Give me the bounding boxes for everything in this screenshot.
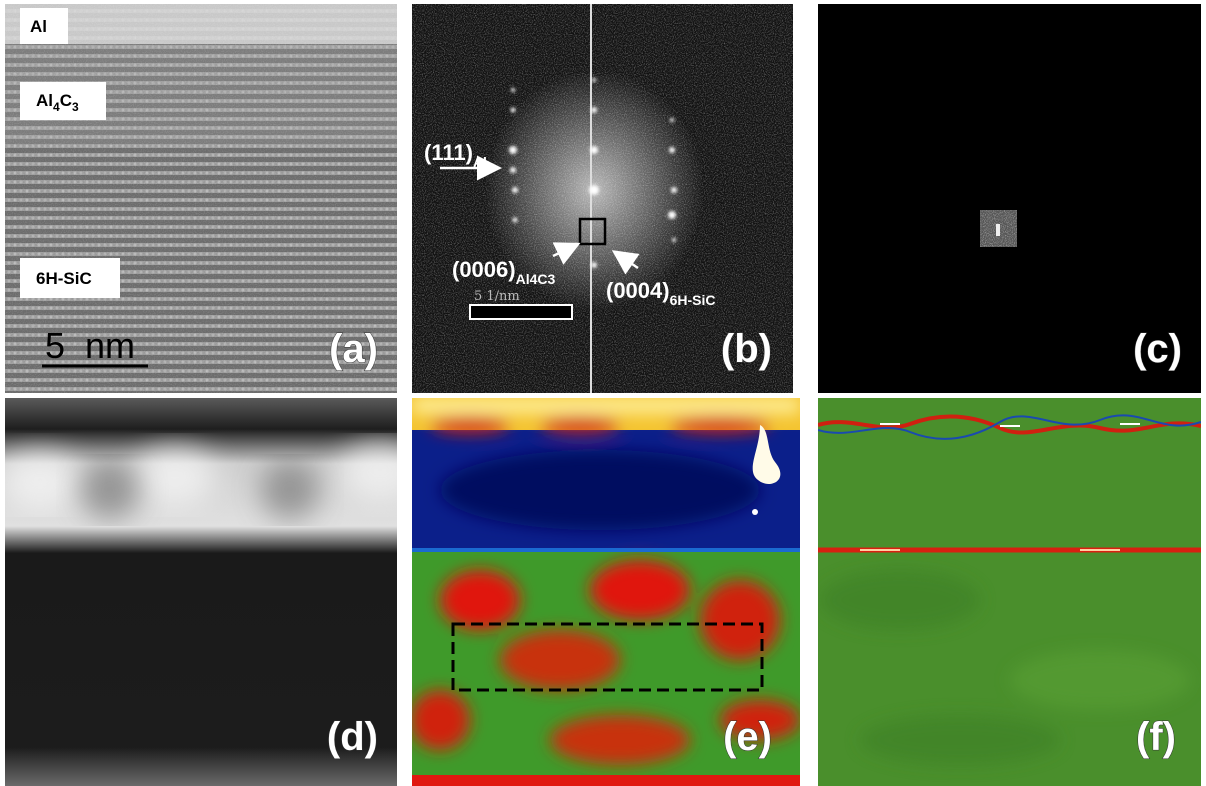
text: Al <box>36 91 53 110</box>
text: C <box>60 91 72 110</box>
page: {"panel_a": {"label": "(a)", "layers": {… <box>0 0 1206 786</box>
panel-label: (d) <box>327 715 378 759</box>
subscript: 3 <box>72 100 79 114</box>
subscript: Al <box>473 154 487 170</box>
figure: Al Al4C3 6H-SiC 5 nm (a) 5 1/nm (111)Al … <box>0 0 1206 786</box>
text: (0006) <box>452 257 516 282</box>
panel-label: (e) <box>723 715 772 759</box>
scale-bar-label: 5 1/nm <box>474 289 520 304</box>
layer-label: Al <box>30 17 47 36</box>
panel-label: (f) <box>1136 715 1176 759</box>
scale-bar-label: 5 nm <box>45 325 135 366</box>
text: (0004) <box>606 278 670 303</box>
subscript: 6H-SiC <box>670 292 716 308</box>
layer-label: 6H-SiC <box>36 269 92 288</box>
panel-label: (c) <box>1133 327 1182 371</box>
text: (111) <box>424 140 473 165</box>
panel-label: (b) <box>721 327 772 371</box>
panel-label: (a) <box>329 327 378 371</box>
subscript: Al4C3 <box>516 271 556 287</box>
